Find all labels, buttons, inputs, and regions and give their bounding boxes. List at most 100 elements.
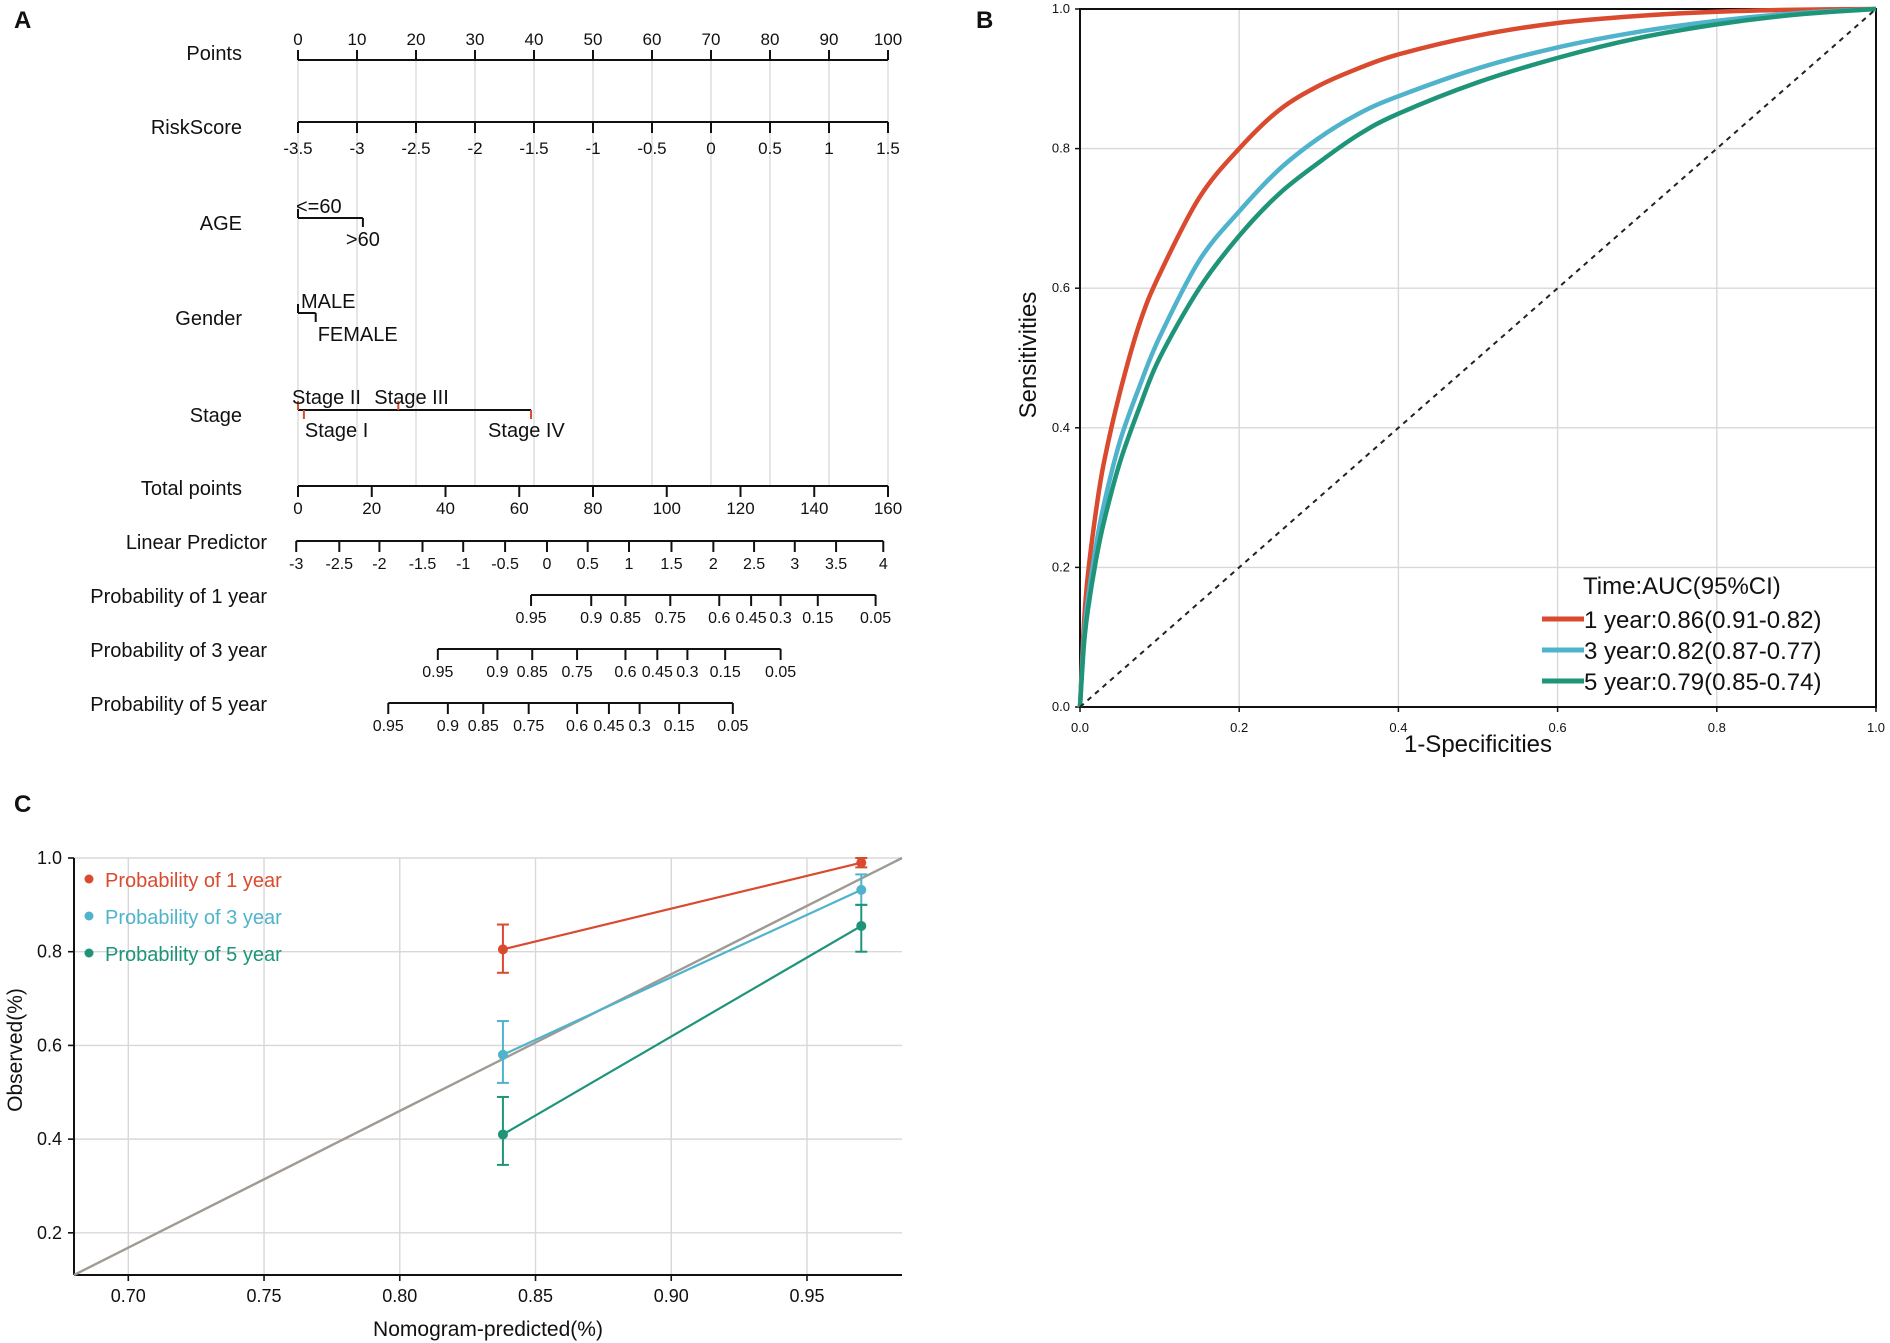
nomogram-level-label: FEMALE [318,324,398,346]
nomogram-tick-label: 1 [824,139,833,158]
nomogram-tick-label: 60 [510,499,529,518]
nomogram-tick-label: 0.6 [708,610,730,627]
roc-legend-title: Time:AUC(95%CI) [1583,573,1781,600]
nomogram-tick-label: 0.9 [437,718,459,735]
nomogram-row-label: Linear Predictor [126,532,268,554]
nomogram-tick-label: -2 [467,139,482,158]
calibration-x-tick-label: 0.80 [382,1286,417,1306]
roc-panel: 0.00.0 0.2 0.2 0.4 0.4 0.6 0.6 0.8 0.8 1.0 1.0 1-Sp… [1015,1,1885,758]
calibration-ideal-line [73,856,903,1277]
roc-legend-label: 1 year:0.86(0.91-0.82) [1584,607,1821,634]
nomogram-tick-label: 0.85 [610,610,641,627]
nomogram-tick-label: 0.75 [513,718,544,735]
nomogram-tick-label: 0 [293,30,302,49]
nomogram-tick-label: 0 [293,499,302,518]
nomogram-tick-label: 20 [407,30,426,49]
nomogram-tick-label: 0.3 [628,718,650,735]
nomogram-tick-label: 0 [543,556,552,573]
nomogram-row-label: Probability of 5 year [90,694,267,716]
nomogram-tick-label: 2.5 [743,556,765,573]
calibration-point [856,857,867,868]
nomogram-tick-label: 120 [726,499,754,518]
nomogram-tick-label: 0.15 [802,610,833,627]
panel-letter-b: B [976,7,993,34]
nomogram-tick-label: 70 [702,30,721,49]
calibration-x-tick-label: 0.95 [789,1286,824,1306]
nomogram-tick-label: 0.15 [710,664,741,681]
nomogram-tick-label: 30 [466,30,485,49]
nomogram-level-label: >60 [346,229,380,251]
nomogram-level-label: Stage I [305,420,368,442]
nomogram-tick-label: 0.3 [769,610,791,627]
nomogram-tick-label: -1 [456,556,470,573]
nomogram-tick-label: -3.5 [283,139,312,158]
roc-y-tick-label: 0.8 [1052,141,1070,156]
nomogram-row-label: Probability of 3 year [90,640,267,662]
nomogram-tick-label: 0.75 [655,610,686,627]
roc-curve-1 [1077,6,1877,708]
nomogram-tick-label: -3 [289,556,303,573]
calibration-legend-marker [84,874,94,884]
calibration-x-tick-label: 0.70 [111,1286,146,1306]
calibration-series-line [502,861,862,951]
nomogram-tick-label: 0.45 [642,664,673,681]
calibration-x-axis-label: Nomogram-predicted(%) [373,1318,603,1341]
roc-y-tick-label: 0.4 [1052,420,1070,435]
nomogram-tick-label: 0 [706,139,715,158]
roc-x-tick-label: 0.4 [1389,720,1407,735]
roc-legend-label: 3 year:0.82(0.87-0.77) [1584,638,1821,665]
nomogram-tick-label: 20 [362,499,381,518]
nomogram-tick-label: -1.5 [409,556,437,573]
calibration-point [856,920,867,931]
nomogram-tick-label: 0.95 [422,664,453,681]
calibration-x-tick-label: 0.90 [654,1286,689,1306]
calibration-x-tick-label: 0.85 [518,1286,553,1306]
nomogram-tick-label: -0.5 [637,139,666,158]
nomogram-tick-label: 90 [820,30,839,49]
calibration-series-line [502,888,862,1056]
nomogram-tick-label: 100 [653,499,681,518]
calibration-legend-label: Probability of 3 year [105,907,282,929]
nomogram-tick-label: 0.05 [765,664,796,681]
roc-x-axis-label: 1-Specificities [1404,731,1552,758]
calibration-y-tick-label: 0.8 [37,942,62,962]
nomogram-tick-label: 2 [709,556,718,573]
nomogram-tick-label: 0.05 [860,610,891,627]
nomogram-tick-label: 0.5 [758,139,782,158]
calibration-x-tick-label: 0.75 [247,1286,282,1306]
nomogram-row-label: AGE [200,213,242,235]
calibration-point [497,1049,508,1060]
nomogram-tick-label: 4 [879,556,888,573]
calibration-y-tick-label: 1.0 [37,848,62,868]
nomogram-level-label: Stage II [292,387,361,409]
nomogram-tick-label: 40 [436,499,455,518]
nomogram-row-label: Probability of 1 year [90,586,267,608]
nomogram-level-label: Stage IV [488,420,565,442]
nomogram-tick-label: 0.3 [676,664,698,681]
nomogram-tick-label: 100 [874,30,902,49]
nomogram-tick-label: -2 [372,556,386,573]
nomogram-tick-label: 0.9 [580,610,602,627]
nomogram-tick-label: 0.6 [614,664,636,681]
nomogram-tick-label: 0.45 [593,718,624,735]
nomogram-level-label: MALE [301,291,355,313]
nomogram-row-label: RiskScore [151,117,242,139]
roc-legend-label: 5 year:0.79(0.85-0.74) [1584,669,1821,696]
roc-reference-line [1079,8,1877,708]
roc-plot-frame [1079,8,1877,708]
roc-x-tick-label: 1.0 [1867,720,1885,735]
calibration-y-tick-label: 0.4 [37,1129,62,1149]
nomogram-tick-label: -2.5 [401,139,430,158]
nomogram-tick-label: 0.9 [486,664,508,681]
roc-x-tick-label: 0.0 [1071,720,1089,735]
roc-y-tick-label: 0.6 [1052,280,1070,295]
nomogram-tick-label: 80 [761,30,780,49]
roc-x-tick-label: 0.6 [1549,720,1567,735]
roc-y-tick-label: 1.0 [1052,1,1070,16]
nomogram-tick-label: 0.5 [577,556,599,573]
nomogram-tick-label: 1 [625,556,634,573]
nomogram-tick-label: -2.5 [326,556,354,573]
nomogram-row-label: Gender [175,308,242,330]
